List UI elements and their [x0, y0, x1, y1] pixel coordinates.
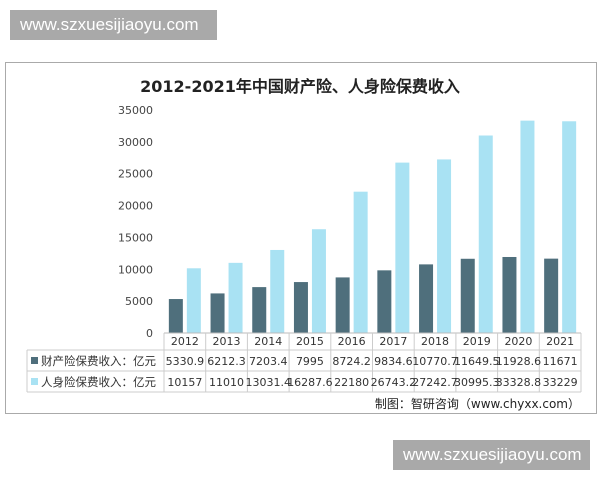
chart-title: 2012-2021年中国财产险、人身险保费收入 [140, 77, 460, 96]
bar-life [353, 191, 368, 333]
table-cell: 11010 [209, 376, 244, 389]
table-cell: 9834.6 [374, 355, 413, 368]
table-cell: 7203.4 [249, 355, 288, 368]
table-cell: 10770.7 [412, 355, 458, 368]
table-cell: 7995 [296, 355, 324, 368]
table-cell: 11671 [543, 355, 578, 368]
bar-life [228, 262, 243, 333]
bar-property [252, 287, 267, 333]
table-cell: 22180 [334, 376, 369, 389]
bar-property [293, 282, 308, 333]
watermark-top: www.szxuesijiaoyu.com [10, 10, 217, 40]
watermark-bottom: www.szxuesijiaoyu.com [393, 440, 590, 470]
x-tick-label: 2014 [254, 335, 282, 348]
x-tick-label: 2021 [546, 335, 574, 348]
legend-label: 人身险保费收入：亿元 [41, 375, 156, 389]
table-cell: 33328.8 [496, 376, 542, 389]
x-tick-label: 2015 [296, 335, 324, 348]
y-tick-label: 5000 [125, 295, 153, 308]
legend-swatch [31, 378, 38, 385]
bar-life [270, 249, 285, 333]
legend-swatch [31, 357, 38, 364]
bar-life [520, 120, 535, 333]
table-cell: 5330.9 [166, 355, 205, 368]
y-tick-label: 0 [146, 327, 153, 340]
bar-property [544, 258, 559, 333]
bar-property [168, 299, 183, 333]
bar-property [210, 293, 225, 333]
table-cell: 16287.6 [287, 376, 333, 389]
x-tick-label: 2020 [504, 335, 532, 348]
table-cell: 11649.5 [454, 355, 500, 368]
chart-frame [5, 62, 597, 414]
y-tick-label: 20000 [118, 200, 153, 213]
table-cell: 30995.3 [454, 376, 500, 389]
table-cell: 11928.6 [496, 355, 542, 368]
y-tick-label: 15000 [118, 231, 153, 244]
y-tick-label: 25000 [118, 168, 153, 181]
x-tick-label: 2019 [463, 335, 491, 348]
table-cell: 8724.2 [332, 355, 371, 368]
y-tick-label: 35000 [118, 104, 153, 117]
table-cell: 13031.4 [246, 376, 292, 389]
bar-property [502, 256, 517, 333]
y-tick-label: 10000 [118, 263, 153, 276]
x-tick-label: 2016 [338, 335, 366, 348]
x-tick-label: 2017 [379, 335, 407, 348]
bar-life [311, 229, 326, 333]
bar-property [419, 264, 434, 333]
bar-property [335, 277, 350, 333]
bar-property [460, 258, 475, 333]
table-cell: 6212.3 [207, 355, 246, 368]
x-tick-label: 2013 [213, 335, 241, 348]
legend-label: 财产险保费收入：亿元 [41, 354, 156, 368]
bar-life [437, 159, 452, 333]
table-cell: 10157 [167, 376, 202, 389]
bar-life [478, 135, 493, 333]
x-tick-label: 2012 [171, 335, 199, 348]
bar-life [395, 162, 410, 333]
table-cell: 27242.7 [412, 376, 458, 389]
table-cell: 26743.2 [371, 376, 417, 389]
table-cell: 33229 [543, 376, 578, 389]
y-tick-label: 30000 [118, 136, 153, 149]
credit-text: 制图：智研咨询（www.chyxx.com） [375, 396, 580, 411]
x-tick-label: 2018 [421, 335, 449, 348]
bar-life [186, 268, 201, 333]
bar-life [562, 121, 577, 333]
bar-property [377, 270, 392, 333]
